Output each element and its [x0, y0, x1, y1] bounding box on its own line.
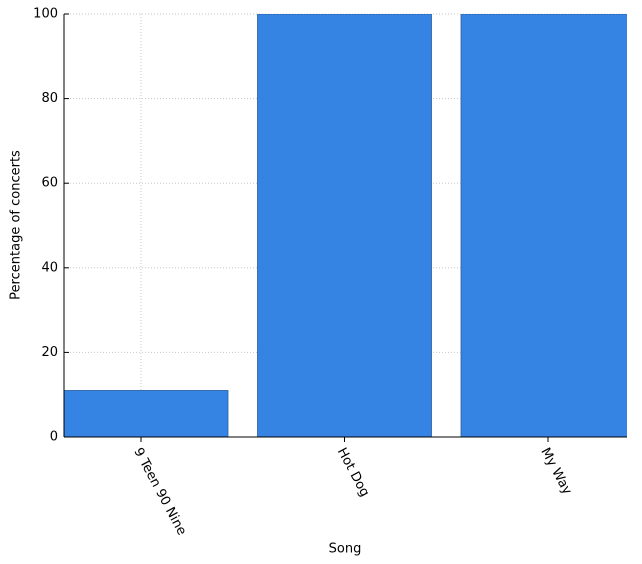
bar	[460, 14, 627, 437]
y-tick-label: 40	[41, 260, 58, 275]
bar	[257, 14, 432, 437]
y-tick-label: 20	[41, 345, 58, 360]
y-tick-label: 60	[41, 176, 58, 191]
y-tick-label: 100	[33, 7, 58, 22]
x-tick-label: 9 Teen 90 Nine	[130, 445, 189, 537]
y-axis-label: Percentage of concerts	[9, 150, 24, 300]
x-tick-label: My Way	[537, 445, 574, 497]
bar	[64, 390, 229, 437]
y-tick-label: 0	[50, 430, 58, 445]
x-tick-label: Hot Dog	[334, 445, 372, 499]
x-axis-label: Song	[329, 542, 362, 557]
bars	[64, 14, 627, 437]
y-tick-label: 80	[41, 91, 58, 106]
